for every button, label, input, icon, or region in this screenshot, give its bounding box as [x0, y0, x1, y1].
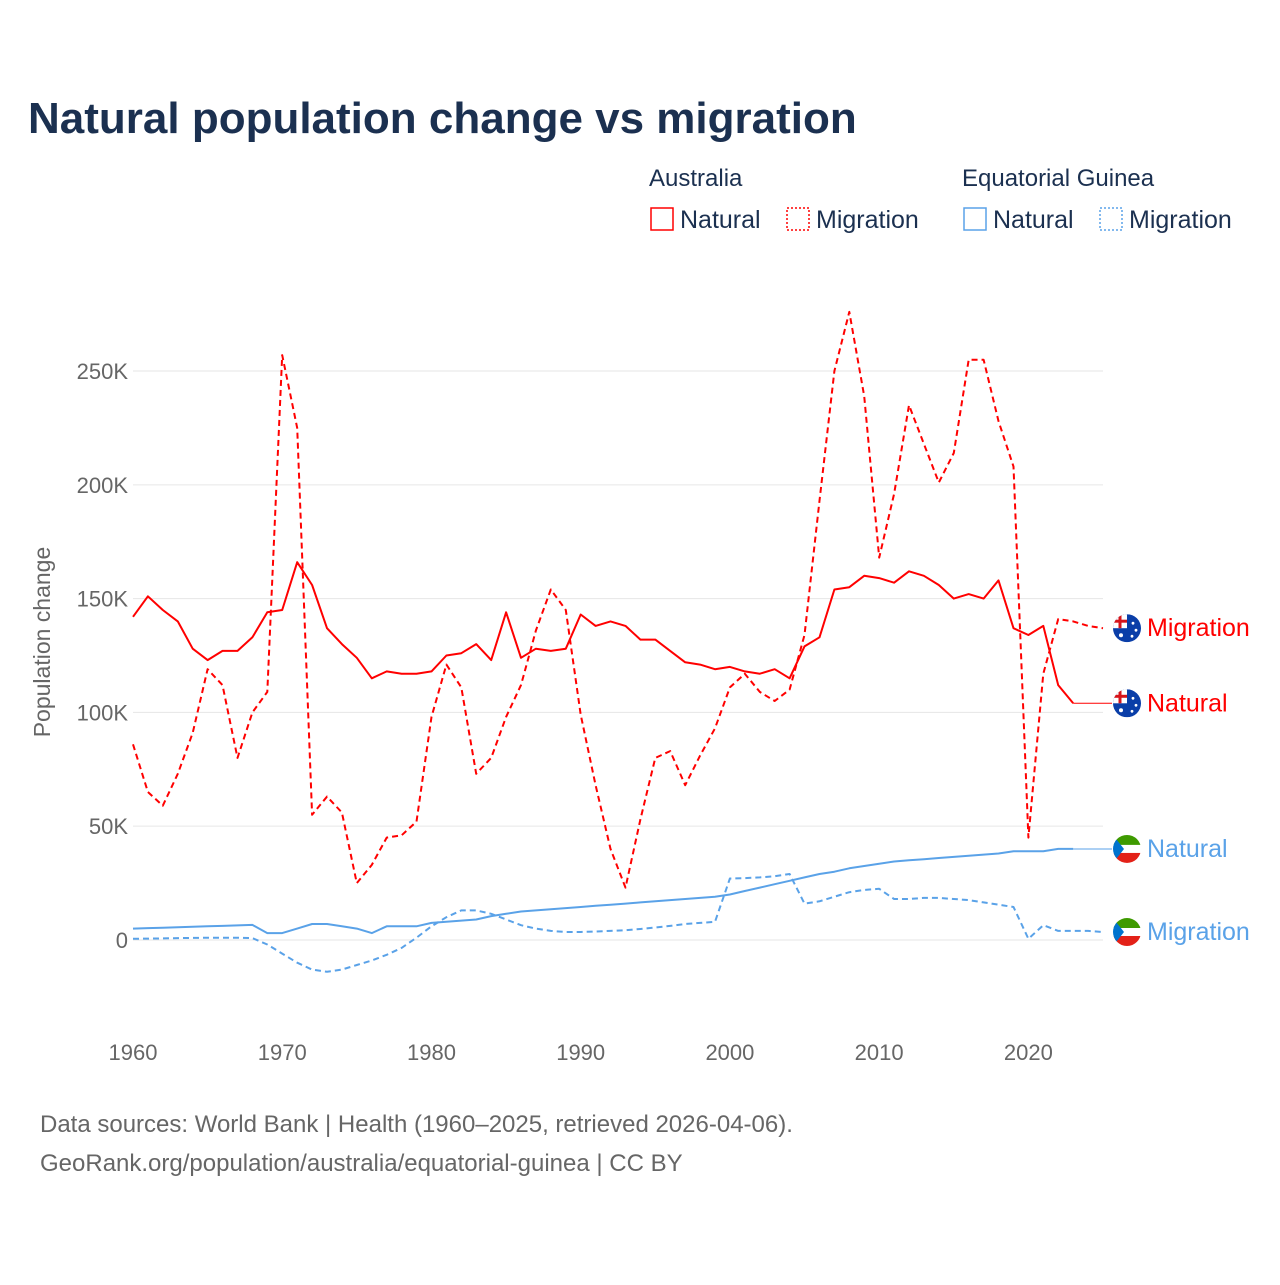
equatorial-guinea-flag-icon: [1113, 834, 1141, 863]
end-label-equatorial-guinea-migration: Migration: [1147, 918, 1250, 946]
legend-item-eg-migration[interactable]: Migration: [1129, 206, 1232, 234]
x-axis-ticks: 1960 1970 1980 1990 2000 2010 2020: [109, 1040, 1053, 1065]
legend: Australia Natural Migration Equatorial G…: [649, 165, 1232, 234]
legend-group-australia: Australia: [649, 165, 743, 192]
equatorial-guinea-flag-icon: [1113, 918, 1141, 947]
end-label-equatorial-guinea-natural: Natural: [1147, 835, 1228, 863]
y-tick-label: 250K: [77, 359, 129, 384]
x-tick-label: 1960: [109, 1040, 158, 1065]
x-tick-label: 1970: [258, 1040, 307, 1065]
y-tick-label: 200K: [77, 473, 129, 498]
y-tick-label: 150K: [77, 587, 129, 612]
australia-flag-icon: [1113, 689, 1141, 718]
legend-item-australia-natural[interactable]: Natural: [680, 206, 761, 234]
end-labels: Natural Migration Natural Migration: [1073, 614, 1250, 947]
footer-link[interactable]: GeoRank.org/population/australia/equator…: [40, 1150, 683, 1177]
y-tick-label: 100K: [77, 700, 129, 725]
legend-swatch-eg-natural: [963, 207, 987, 231]
legend-swatch-australia-natural: [650, 207, 674, 231]
chart-title: Natural population change vs migration: [28, 94, 857, 143]
legend-group-equatorial-guinea: Equatorial Guinea: [962, 165, 1155, 192]
series-line-australia-migration: [132, 310, 1104, 889]
x-tick-label: 1980: [407, 1040, 456, 1065]
y-tick-label: 50K: [89, 814, 128, 839]
end-label-australia-migration: Migration: [1147, 614, 1250, 642]
series-line-australia-natural: [132, 561, 1074, 704]
series-line-equatorial-guinea-natural: [132, 847, 1074, 935]
australia-flag-icon: [1113, 614, 1141, 643]
x-tick-label: 2020: [1004, 1040, 1053, 1065]
y-axis-ticks: 0 50K 100K 150K 200K 250K: [77, 359, 129, 953]
x-tick-label: 1990: [556, 1040, 605, 1065]
y-axis-label: Population change: [29, 547, 55, 738]
legend-item-eg-natural[interactable]: Natural: [993, 206, 1074, 234]
gridlines: [133, 370, 1103, 941]
x-tick-label: 2010: [855, 1040, 904, 1065]
legend-item-australia-migration[interactable]: Migration: [816, 206, 919, 234]
x-tick-label: 2000: [705, 1040, 754, 1065]
series-line-equatorial-guinea-migration: [132, 873, 1104, 973]
y-tick-label: 0: [116, 928, 128, 953]
end-label-australia-natural: Natural: [1147, 689, 1228, 717]
footer-sources: Data sources: World Bank | Health (1960–…: [40, 1111, 793, 1138]
legend-swatch-australia-migration: [786, 207, 810, 231]
legend-swatch-eg-migration: [1099, 207, 1123, 231]
series-lines: [132, 310, 1104, 973]
